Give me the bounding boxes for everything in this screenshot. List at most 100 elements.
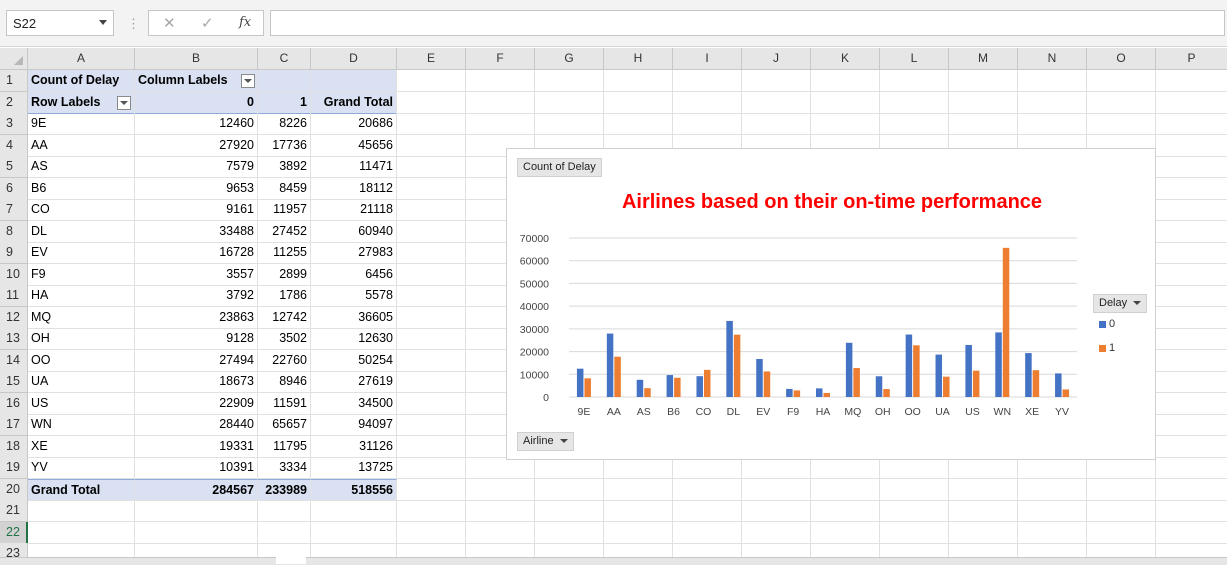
column-header-k[interactable]: K <box>811 48 880 70</box>
cell[interactable] <box>1156 242 1227 264</box>
pivot-value-1[interactable]: 1786 <box>258 285 311 307</box>
cell[interactable] <box>1018 91 1087 114</box>
pivot-row-label[interactable]: F9 <box>28 263 135 286</box>
bar-series-0-co[interactable] <box>696 376 703 397</box>
pivot-row-total[interactable]: 20686 <box>311 113 397 135</box>
column-header-g[interactable]: G <box>535 48 604 70</box>
cell[interactable] <box>397 156 466 178</box>
cell[interactable] <box>673 91 742 114</box>
pivot-row-label[interactable]: AS <box>28 156 135 178</box>
cell[interactable] <box>1156 307 1227 329</box>
cell[interactable] <box>949 113 1018 135</box>
cell[interactable] <box>811 70 880 92</box>
row-header-20[interactable]: 20 <box>0 478 28 501</box>
pivot-value-0[interactable]: 3792 <box>135 285 258 307</box>
pivot-row-total[interactable]: 60940 <box>311 220 397 243</box>
column-header-f[interactable]: F <box>466 48 535 70</box>
cell[interactable] <box>28 521 135 544</box>
cancel-icon[interactable]: ✕ <box>163 15 176 32</box>
cell[interactable] <box>811 91 880 114</box>
pivot-value-1[interactable]: 3334 <box>258 457 311 479</box>
cell[interactable] <box>811 478 880 501</box>
cell[interactable] <box>397 177 466 200</box>
pivot-row-total[interactable]: 13725 <box>311 457 397 479</box>
pivot-value-1[interactable]: 8459 <box>258 177 311 200</box>
cell[interactable] <box>466 521 535 544</box>
pivot-row-total[interactable]: 11471 <box>311 156 397 178</box>
pivot-value-1[interactable]: 11255 <box>258 242 311 264</box>
pivot-row-total[interactable]: 94097 <box>311 414 397 436</box>
bar-series-0-b6[interactable] <box>666 375 674 397</box>
cell[interactable] <box>1018 457 1087 479</box>
pivot-row-label[interactable]: CO <box>28 199 135 221</box>
enter-icon[interactable]: ✓ <box>201 15 214 32</box>
column-header-e[interactable]: E <box>397 48 466 70</box>
bar-series-1-oh[interactable] <box>883 389 890 397</box>
pivot-row-total[interactable]: 27619 <box>311 371 397 393</box>
bar-series-0-ha[interactable] <box>816 388 823 397</box>
cell[interactable] <box>1156 457 1227 479</box>
cell[interactable] <box>466 478 535 501</box>
cell[interactable] <box>742 478 811 501</box>
cell[interactable] <box>742 91 811 114</box>
pivot-value-1[interactable]: 12742 <box>258 306 311 329</box>
cell[interactable] <box>1087 500 1156 522</box>
bar-series-1-wn[interactable] <box>1002 247 1010 397</box>
column-header-p[interactable]: P <box>1156 48 1227 70</box>
bar-series-1-co[interactable] <box>703 369 711 397</box>
pivot-row-label[interactable]: 9E <box>28 113 135 135</box>
pivot-grand-total-label[interactable]: Grand Total <box>28 478 135 501</box>
cell[interactable] <box>949 478 1018 501</box>
pivot-value-0[interactable]: 9653 <box>135 177 258 200</box>
column-labels-filter-button[interactable] <box>241 74 255 88</box>
bar-series-1-xe[interactable] <box>1032 370 1040 397</box>
cell[interactable] <box>673 113 742 135</box>
row-header-15[interactable]: 15 <box>0 371 28 393</box>
cell[interactable] <box>880 457 949 479</box>
pivot-row-total[interactable]: 5578 <box>311 285 397 307</box>
cell[interactable] <box>535 91 604 114</box>
cell[interactable] <box>1156 156 1227 178</box>
row-header-2[interactable]: 2 <box>0 91 28 114</box>
cell[interactable] <box>742 457 811 479</box>
column-header-b[interactable]: B <box>135 48 258 70</box>
cell[interactable] <box>1156 393 1227 415</box>
value-field-button[interactable]: Count of Delay <box>517 158 602 177</box>
cell[interactable] <box>466 134 535 157</box>
bar-series-1-oo[interactable] <box>913 345 920 397</box>
pivot-value-1[interactable]: 11795 <box>258 435 311 458</box>
cell[interactable] <box>535 113 604 135</box>
cell[interactable] <box>1087 478 1156 501</box>
cell[interactable] <box>949 500 1018 522</box>
bar-series-0-yv[interactable] <box>1055 373 1062 397</box>
pivot-column-0-header[interactable]: 0 <box>135 91 258 114</box>
pivot-row-label[interactable]: UA <box>28 371 135 393</box>
bar-series-1-ha[interactable] <box>823 392 831 397</box>
pivot-header-blank[interactable] <box>258 70 311 92</box>
cell[interactable] <box>466 91 535 114</box>
bar-series-1-ua[interactable] <box>943 376 950 397</box>
cell[interactable] <box>397 392 466 415</box>
pivot-value-1[interactable]: 8946 <box>258 371 311 393</box>
cell[interactable] <box>258 500 311 522</box>
pivot-grand-total[interactable]: 518556 <box>311 478 397 501</box>
more-options-icon[interactable]: ⋮ <box>127 16 140 31</box>
cell[interactable] <box>604 70 673 92</box>
row-header-13[interactable]: 13 <box>0 328 28 350</box>
cell[interactable] <box>535 521 604 544</box>
pivot-value-1[interactable]: 17736 <box>258 134 311 157</box>
pivot-value-0[interactable]: 9128 <box>135 328 258 350</box>
pivot-row-total[interactable]: 6456 <box>311 263 397 286</box>
bar-series-1-aa[interactable] <box>614 356 621 397</box>
axis-field-button[interactable]: Airline <box>517 432 574 451</box>
row-header-16[interactable]: 16 <box>0 392 28 415</box>
pivot-header-blank[interactable] <box>311 70 397 92</box>
bar-series-0-us[interactable] <box>965 344 972 397</box>
cell[interactable] <box>1156 479 1227 501</box>
cell[interactable] <box>397 306 466 329</box>
bar-series-1-9e[interactable] <box>584 378 591 397</box>
sheet-tab[interactable] <box>276 557 306 564</box>
cell[interactable] <box>1156 221 1227 243</box>
cell[interactable] <box>397 285 466 307</box>
bar-series-0-dl[interactable] <box>726 320 733 397</box>
